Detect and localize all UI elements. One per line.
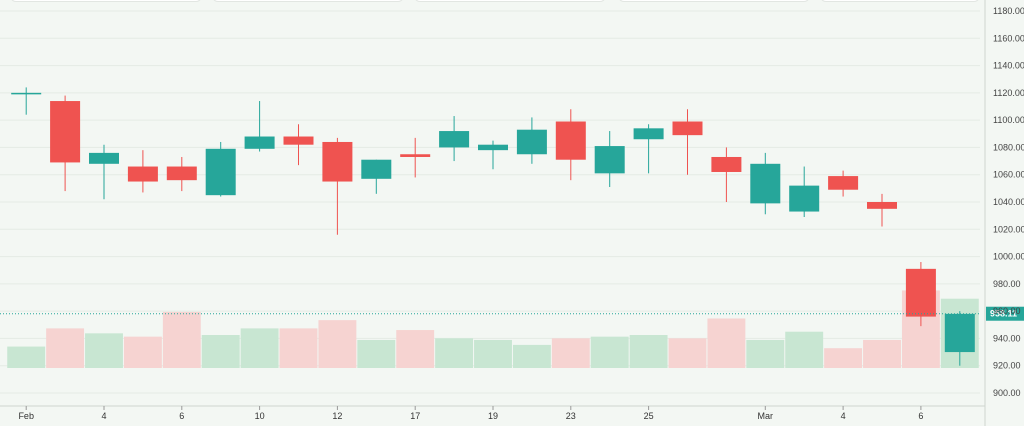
x-tick-label: 10 [255,411,265,421]
volume-bar [357,339,396,368]
candle-body [439,131,470,148]
y-tick-label: 1040.00 [993,197,1024,207]
candle-body [478,144,508,151]
volume-bar [512,344,551,368]
volume-bar [85,333,123,368]
candle-body [633,128,664,140]
candle-body [166,166,197,181]
volume-bar [824,348,863,368]
volume-bar [279,328,318,368]
x-tick-label: 6 [918,411,923,421]
candle-body [867,202,897,209]
x-tick-label: 25 [644,411,654,421]
candle-body [205,148,236,196]
candle-body [594,146,625,174]
candle-body [905,268,936,317]
volume-bar [863,339,901,368]
candle-body [283,136,314,145]
candle-body [361,159,392,179]
y-tick-label: 940.00 [993,333,1021,343]
volume-bar [668,338,707,368]
last-price-label: 958.11 [990,309,1017,319]
volume-bar [551,338,590,368]
x-tick-label: 4 [101,411,106,421]
x-tick-label: 12 [332,411,342,421]
volume-bar [162,311,201,368]
volume-bar [629,335,668,368]
volume-bar [318,320,357,368]
volume-bar [707,318,746,368]
candle-body [828,176,859,190]
x-tick-label: 17 [410,411,420,421]
volume-bar [7,346,46,368]
candle-body [711,156,742,172]
y-tick-label: 1180.00 [993,6,1024,16]
x-tick-label: Mar [758,411,774,421]
last-price-line: 958.11 [0,306,1024,321]
y-tick-label: 1140.00 [993,61,1024,71]
volume-bars [7,290,979,368]
y-tick-label: 1160.00 [993,33,1024,43]
y-axis: 1180.00 1160.00 1140.00 1120.00 1100.00 1080.… [984,0,1024,426]
candle-body [322,141,353,182]
y-tick-label: 1060.00 [993,170,1024,180]
candle-body [244,136,275,149]
y-tick-label: 1020.00 [993,224,1024,234]
candle-body [750,163,781,204]
candle-body [127,166,158,182]
y-tick-label: 900.00 [993,388,1021,398]
candle-body [89,152,119,164]
volume-bar [590,336,629,368]
volume-bar [123,336,162,368]
candle-body [516,129,547,155]
x-tick-label: 4 [841,411,846,421]
volume-bar [201,335,240,368]
volume-bar [396,330,435,368]
candle-body [944,313,975,353]
x-tick-label: 6 [179,411,184,421]
gridlines [0,10,980,394]
candle-body [789,185,820,212]
y-tick-label: 1080.00 [993,142,1024,152]
x-tick-label: 23 [566,411,576,421]
y-tick-label: 980.00 [993,279,1021,289]
candle-body [11,92,42,95]
volume-bar [46,328,85,368]
candle-body [400,154,431,157]
volume-bar [746,339,785,368]
volume-bar [435,338,474,368]
y-tick-label: 960.00 [993,306,1021,316]
candle-body [672,121,703,136]
last-price-tag [986,306,1024,321]
candle-body [50,101,81,163]
y-tick-label: 1120.00 [993,88,1024,98]
volume-bar [240,328,279,368]
x-tick-label: 19 [488,411,498,421]
candles [11,87,975,366]
y-tick-label: 920.00 [993,361,1021,371]
y-tick-label: 1100.00 [993,115,1024,125]
candle-body [555,121,586,160]
volume-bar [785,331,824,368]
x-axis: Feb 4 6 10 12 17 19 23 25 Mar 4 6 [0,405,985,421]
x-tick-label: Feb [18,411,34,421]
y-tick-label: 1000.00 [993,252,1024,262]
volume-bar [474,339,512,368]
